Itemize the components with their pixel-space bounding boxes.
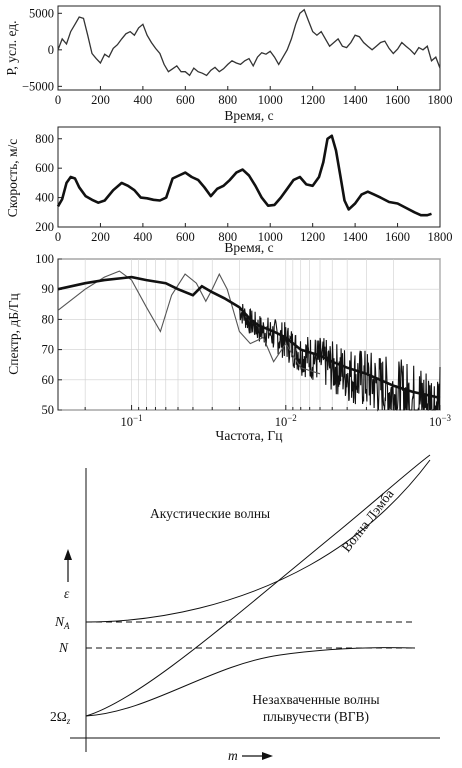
x-tick-label: 400 [134,93,153,107]
spectrum-grid [58,258,441,411]
x-tick-label: 1800 [428,93,453,107]
spectrum-ticks: 50 60 70 80 90 100 10−1 10−2 10−3 [35,252,451,429]
x-tick-label: 200 [91,93,110,107]
spectrum-ylabel: Спектр, дБ/Гц [6,293,21,375]
x-tick-label: 0 [55,230,61,244]
y-tick-label: 600 [35,161,54,175]
m-axis-label: m [228,748,238,763]
x-tick-label: 600 [176,93,195,107]
x-tick-label: 10−1 [121,413,143,429]
x-tick-label: 1000 [258,230,283,244]
omega-level-label: 2Ωz [50,709,71,726]
x-tick-label: 1200 [300,230,325,244]
x-tick-label: 800 [218,230,237,244]
y-tick-label: 5000 [29,6,54,20]
acoustic-waves-label: Акустические волны [150,506,270,521]
igw-label-line1: Незахваченные волны [252,692,379,707]
x-tick-label: 200 [91,230,110,244]
pressure-plot-frame [57,5,441,91]
pressure-ticks: 0 200 400 600 800 1000 1200 1400 1600 1800−500005… [22,6,453,107]
pressure-ylabel: P, усл. ед. [4,20,19,75]
lamb-wave-curve [85,454,431,717]
speed-series-line [56,134,432,217]
y-tick-label: 200 [35,220,54,234]
y-tick-label: 0 [48,43,54,57]
x-tick-label: 10−3 [429,413,452,429]
buoyancy-branch-curve [85,647,416,717]
spectrum-thin-series [57,270,321,375]
x-tick-label: 1400 [343,230,368,244]
n-level-label: N [58,640,69,655]
x-tick-label: 1200 [300,93,325,107]
na-level-label: NA [54,614,70,631]
y-tick-label: −5000 [22,79,54,93]
lamb-wave-label: Волна Лэмба [339,486,397,554]
x-tick-label: 1000 [258,93,283,107]
x-tick-label: 10−2 [275,413,297,429]
m-axis-arrow [242,752,273,760]
x-tick-label: 400 [134,230,153,244]
speed-chart: 0 200 400 600 800 1000 1200 1400 1600 18002004006… [5,126,453,255]
epsilon-axis-label: ε [64,586,70,601]
y-tick-label: 800 [35,132,54,146]
y-tick-label: 60 [42,373,55,387]
pressure-chart: 0 200 400 600 800 1000 1200 1400 1600 1800−500005… [4,5,453,123]
spectrum-xlabel: Частота, Гц [216,428,283,443]
x-tick-label: 1800 [428,230,453,244]
pressure-series-line [57,8,441,77]
x-tick-label: 1600 [385,230,410,244]
speed-ticks: 0 200 400 600 800 1000 1200 1400 1600 18002004006… [35,132,452,244]
y-tick-label: 50 [42,403,55,417]
y-tick-label: 400 [35,191,54,205]
epsilon-axis-arrow [64,549,72,582]
pressure-xlabel: Время, с [224,108,273,123]
speed-plot-frame [57,126,441,228]
y-tick-label: 80 [42,312,55,326]
spectrum-thick-series [57,275,441,400]
x-tick-label: 0 [55,93,61,107]
speed-ylabel: Скорость, м/с [5,139,20,218]
y-tick-label: 90 [42,282,55,296]
x-tick-label: 1600 [385,93,410,107]
dispersion-diagram: Акустические волны Волна Лэмба Незахваче… [50,454,440,763]
y-tick-label: 100 [35,252,54,266]
igw-label-line2: плывучести (ВГВ) [263,709,369,724]
spectrum-noise-band [238,303,441,412]
x-tick-label: 600 [176,230,195,244]
speed-xlabel: Время, с [224,240,273,255]
x-tick-label: 1400 [343,93,368,107]
y-tick-label: 70 [42,343,55,357]
acoustic-branch-curve [85,459,431,623]
x-tick-label: 800 [218,93,237,107]
